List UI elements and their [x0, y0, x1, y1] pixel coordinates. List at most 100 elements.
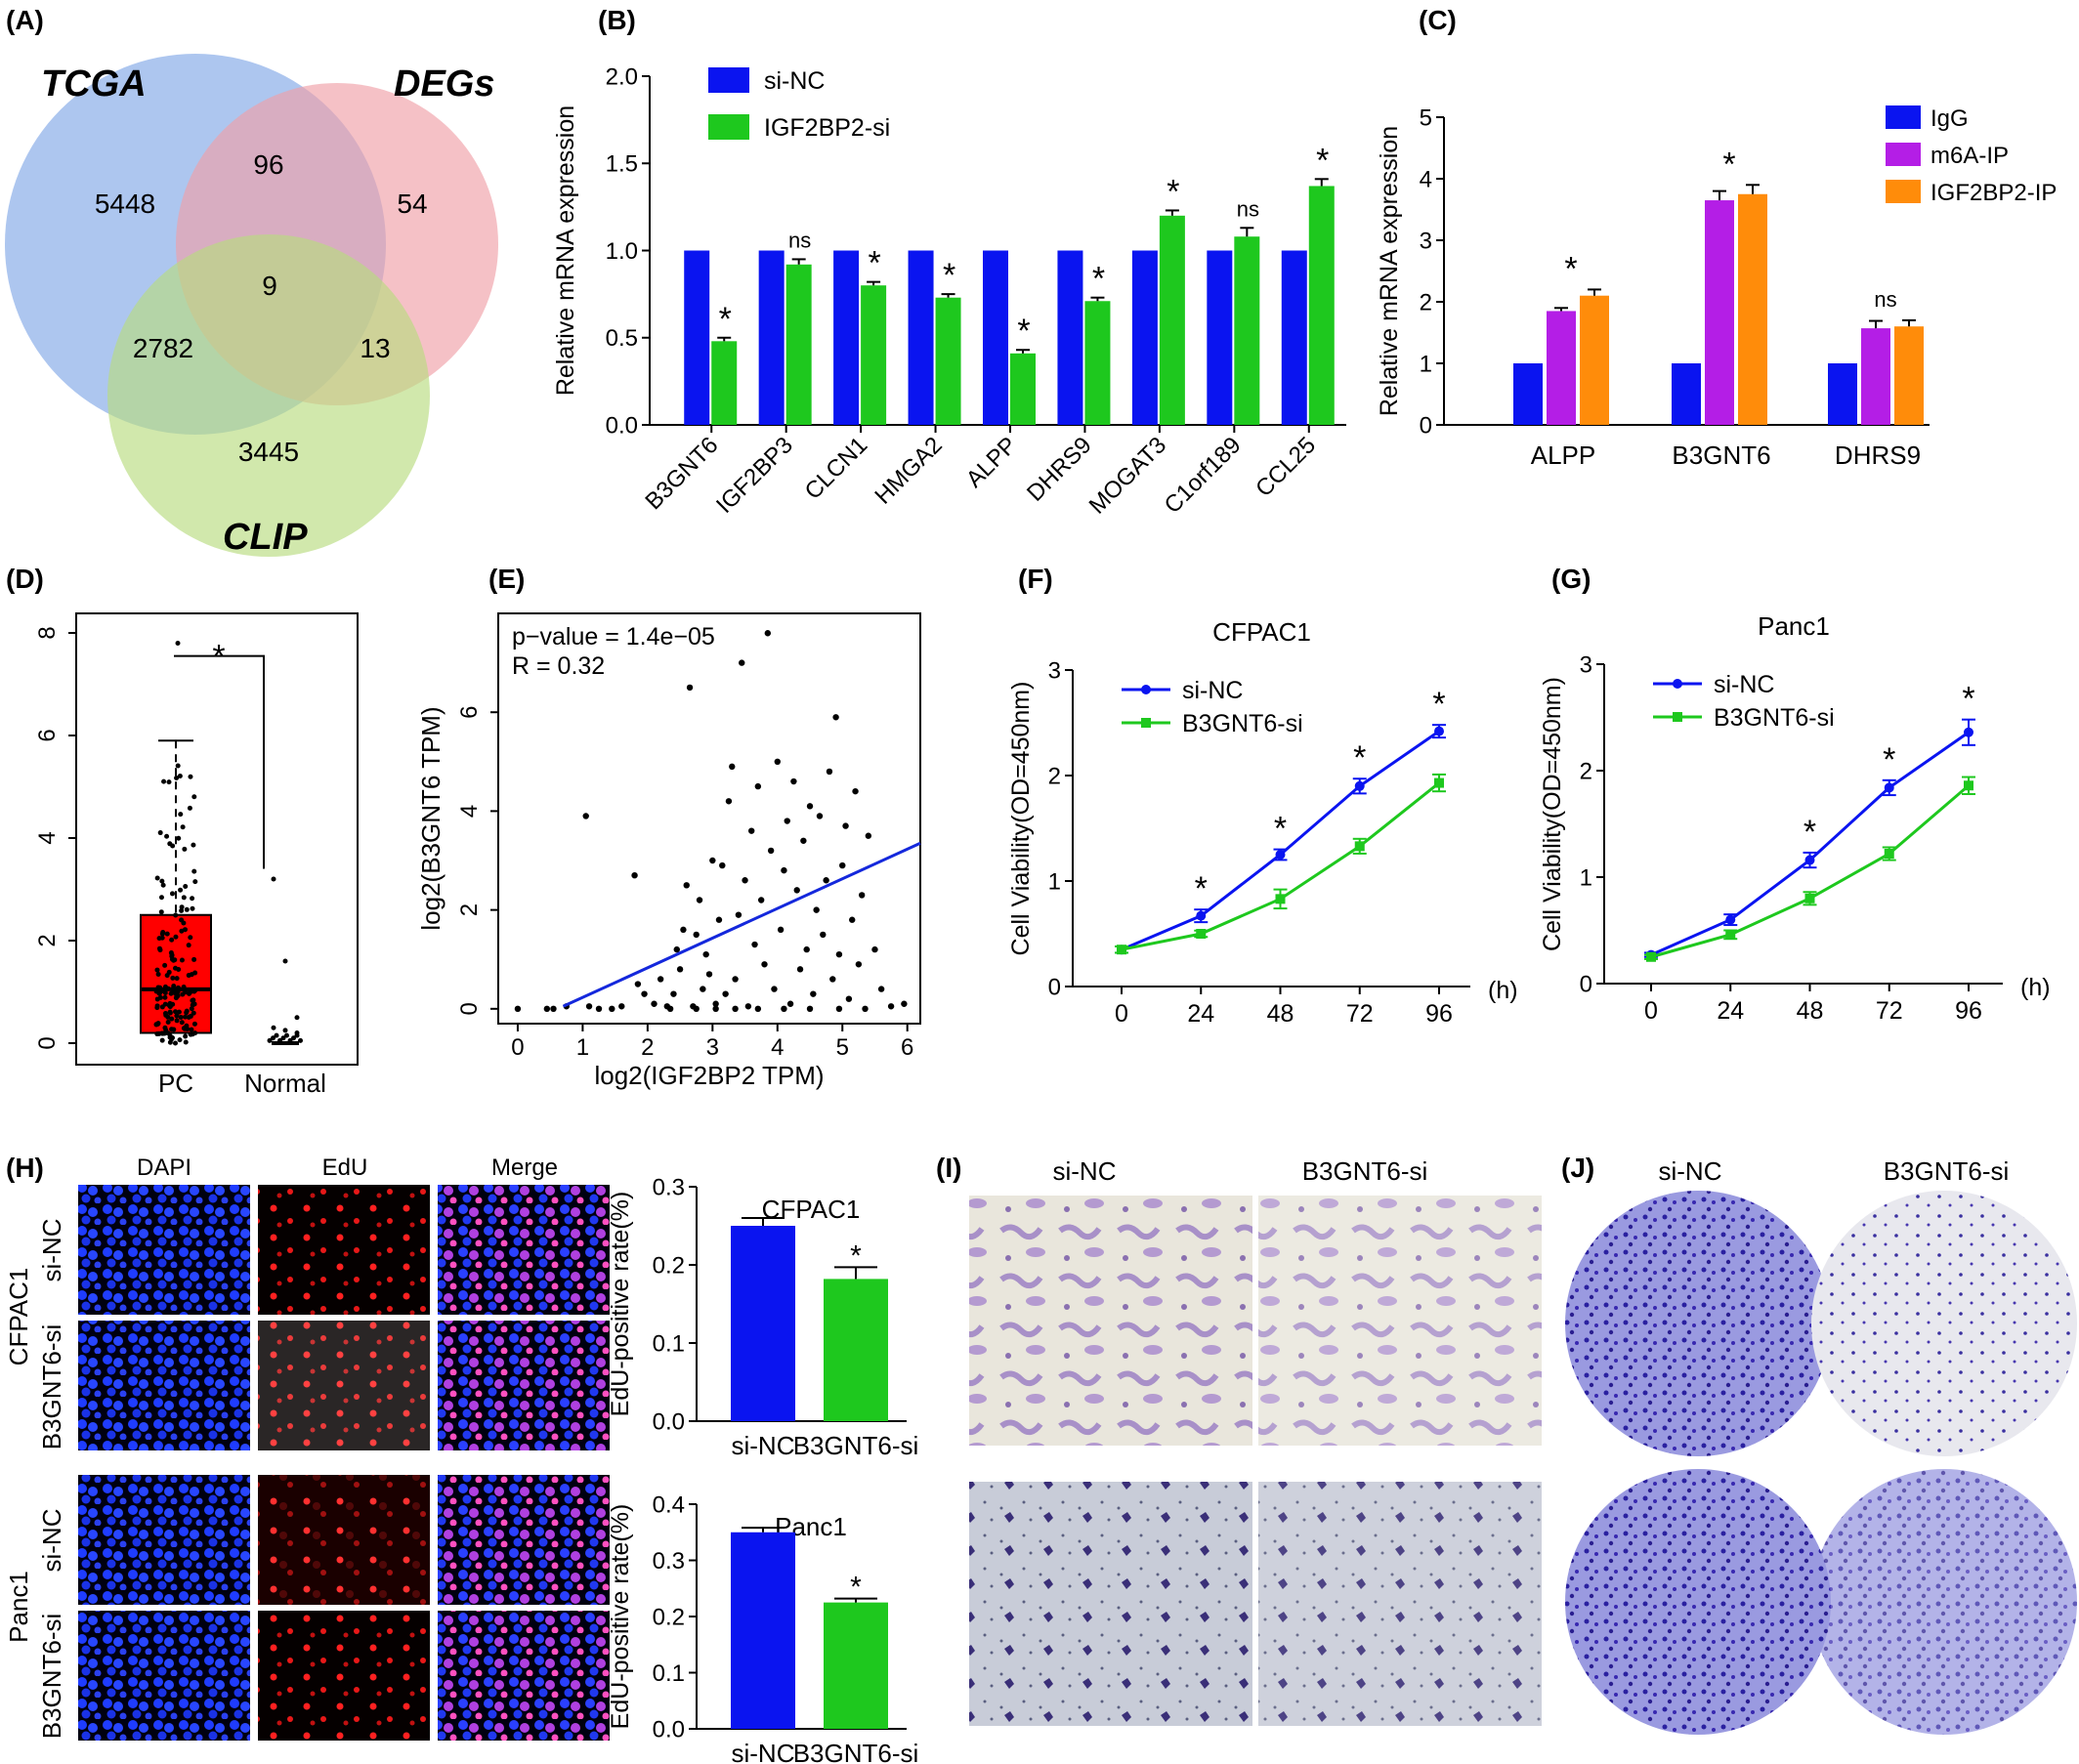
- colony-dish-top-sinc: [1565, 1191, 1831, 1456]
- colony-header-sinc: si-NC: [1659, 1156, 1722, 1186]
- venn-label-tcga: TCGA: [41, 63, 147, 105]
- data-point: [174, 1018, 180, 1024]
- data-point: [192, 987, 198, 993]
- data-point: [271, 1035, 276, 1041]
- stats-annotation: R = 0.32: [512, 652, 605, 680]
- data-point: [174, 1013, 180, 1019]
- bar: [684, 250, 710, 425]
- chart-title: CFPAC1: [762, 1195, 861, 1224]
- data-point: [178, 812, 184, 818]
- data-point: [154, 1003, 160, 1009]
- significance-mark: *: [1092, 261, 1105, 298]
- series-line: [1121, 781, 1440, 951]
- data-point: [514, 1005, 522, 1013]
- venn-label-degs: DEGs: [394, 63, 494, 105]
- x-tick-label: CCL25: [1251, 432, 1321, 502]
- data-point: [582, 813, 589, 819]
- bar: [1159, 215, 1185, 425]
- data-point: [729, 763, 736, 771]
- data-point: [777, 926, 785, 934]
- data-point: [154, 875, 160, 881]
- data-point: [670, 990, 677, 997]
- bar: [1672, 363, 1701, 425]
- row-label-panc1: Panc1: [4, 1571, 33, 1643]
- colony-dish-bottom-si: [1811, 1469, 2077, 1735]
- significance-mark: *: [1962, 681, 1974, 718]
- data-point: [157, 830, 163, 836]
- data-point: [159, 878, 165, 884]
- data-point: [673, 945, 680, 953]
- data-point: [181, 985, 187, 990]
- data-marker: [1275, 894, 1286, 904]
- x-axis-unit: (h): [2020, 974, 2051, 1001]
- x-tick-label: 6: [901, 1034, 913, 1061]
- data-point: [179, 917, 185, 923]
- venn-count-clip-only: 3445: [238, 437, 299, 467]
- data-point: [159, 1030, 165, 1036]
- data-point: [161, 778, 167, 784]
- data-point: [806, 803, 814, 810]
- image-cfpac1-sinc-edu: [258, 1185, 430, 1315]
- data-point: [154, 996, 160, 1002]
- data-point: [153, 988, 159, 994]
- data-point: [160, 930, 166, 936]
- data-point: [839, 861, 846, 869]
- data-point: [165, 1030, 171, 1036]
- data-point: [169, 1027, 175, 1032]
- y-tick-label: 1.0: [606, 238, 638, 265]
- y-axis-label: EdU-positive rate(%): [607, 1504, 634, 1730]
- data-point: [173, 934, 179, 940]
- data-point: [187, 805, 192, 811]
- data-point: [793, 887, 800, 894]
- data-point: [183, 884, 189, 890]
- y-tick-label: 2: [1420, 289, 1432, 315]
- data-point: [173, 995, 179, 1001]
- data-point: [271, 876, 276, 882]
- data-point: [164, 833, 170, 839]
- panel-label-j: (J): [1561, 1153, 1594, 1183]
- data-point: [164, 973, 170, 979]
- bar-chart-c: 0 1 2 3 4 5 Relative mRNA expression * ALPP * B3GN…: [1376, 105, 2057, 470]
- y-tick-label: 4: [1420, 166, 1432, 192]
- bar: [758, 250, 785, 425]
- y-tick-label: 2: [456, 903, 483, 916]
- significance-mark: *: [212, 639, 225, 676]
- data-point: [167, 841, 173, 847]
- venn-count-all: 9: [262, 271, 277, 301]
- y-tick-label: 0.2: [653, 1604, 685, 1630]
- data-point: [852, 787, 859, 795]
- y-tick-label: 6: [34, 729, 61, 741]
- data-point: [168, 950, 174, 956]
- data-point: [165, 986, 171, 991]
- data-point: [191, 1021, 197, 1027]
- venn-count-tcga-clip: 2782: [133, 333, 193, 363]
- y-tick-label: 0: [1048, 974, 1061, 1000]
- x-tick-label: 72: [1876, 997, 1903, 1025]
- data-point: [810, 990, 817, 997]
- data-point: [803, 945, 810, 953]
- data-point: [191, 956, 197, 962]
- x-tick-label: ALPP: [961, 432, 1022, 492]
- transwell-images: si-NC B3GNT6-si: [969, 1156, 1542, 1726]
- significance-mark: *: [943, 257, 955, 294]
- data-point: [634, 981, 642, 987]
- data-point: [166, 1002, 172, 1008]
- data-point: [280, 1035, 286, 1041]
- bar: [711, 341, 738, 425]
- data-point: [757, 897, 765, 903]
- significance-mark: *: [868, 245, 880, 282]
- data-point: [183, 1014, 189, 1020]
- data-point: [182, 927, 188, 933]
- data-point: [764, 630, 772, 637]
- data-point: [175, 641, 181, 646]
- legend-marker: [1673, 712, 1682, 722]
- data-point: [849, 916, 856, 923]
- significance-bracket: [174, 654, 265, 869]
- bar: [1131, 250, 1158, 425]
- data-point: [618, 1003, 625, 1010]
- x-tick-label: C1orf189: [1160, 432, 1247, 519]
- data-point: [160, 882, 166, 888]
- data-point: [712, 1000, 719, 1007]
- data-point: [167, 1009, 173, 1015]
